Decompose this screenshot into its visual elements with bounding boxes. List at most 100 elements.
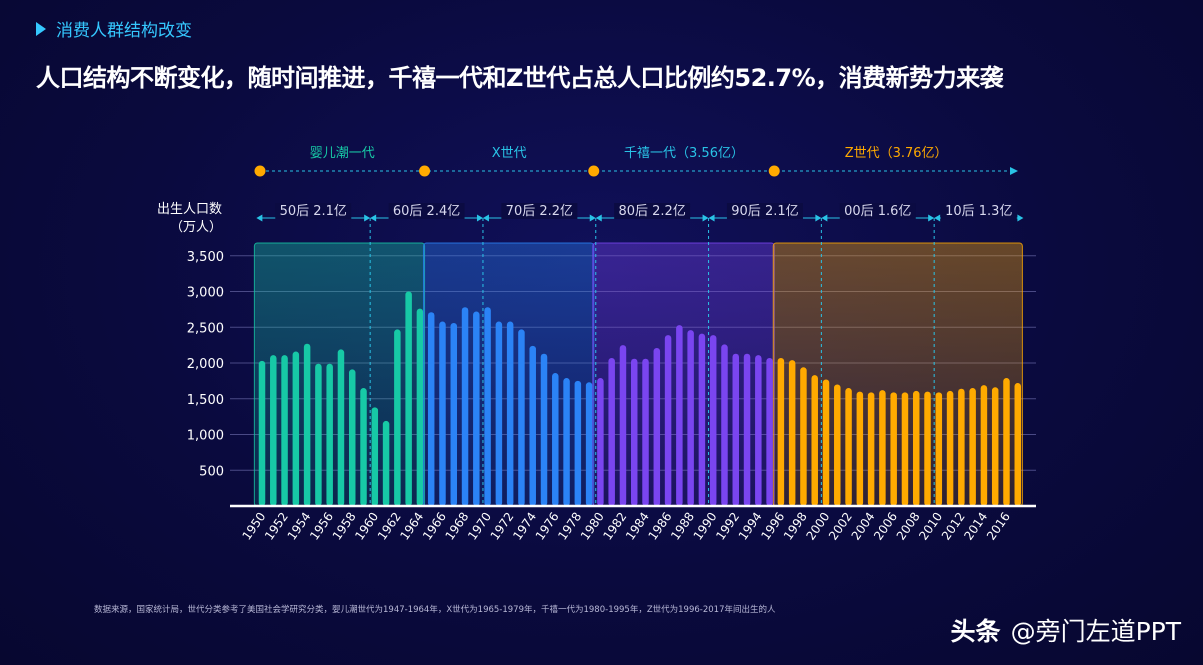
x-tick-label: 2012 <box>939 510 968 543</box>
bar-2017 <box>1014 383 1022 506</box>
bar-1990 <box>709 335 717 506</box>
bar-1977 <box>563 378 570 506</box>
y-tick-label: 1,500 <box>187 393 224 408</box>
bar-2012 <box>958 388 965 506</box>
bar-1964 <box>416 308 424 506</box>
bar-1976 <box>552 373 559 506</box>
bar-1969 <box>473 311 480 506</box>
decade-arrow-head-right <box>702 214 709 222</box>
x-tick-label: 1964 <box>397 510 426 543</box>
bar-2004 <box>867 392 875 506</box>
x-tick-label: 1990 <box>691 510 720 543</box>
bar-1954 <box>303 343 311 506</box>
bar-1953 <box>292 351 300 506</box>
generation-label: 千禧一代（3.56亿） <box>624 146 744 161</box>
decade-arrow-head-right <box>928 214 935 222</box>
x-tick-label: 1998 <box>781 510 810 543</box>
decade-arrow-head-left <box>708 214 715 222</box>
bar-1988 <box>687 330 694 506</box>
x-tick-label: 2016 <box>984 510 1013 543</box>
x-tick-label: 2002 <box>826 510 855 543</box>
bar-1999 <box>811 375 818 506</box>
bar-2003 <box>856 391 864 506</box>
watermark: 头条 @旁门左道PPT <box>951 612 1181 648</box>
decade-arrow-head-right <box>364 214 371 222</box>
decade-label-bg <box>839 203 916 219</box>
bar-1984 <box>642 358 649 506</box>
x-tick-label: 2004 <box>849 510 878 543</box>
x-tick-label: 1982 <box>600 510 629 543</box>
bar-1965 <box>427 312 435 506</box>
x-tick-label: 1994 <box>736 510 765 543</box>
bar-1996 <box>777 357 785 506</box>
x-tick-label: 1956 <box>307 510 336 543</box>
bar-1961 <box>382 420 390 506</box>
bar-1958 <box>348 369 356 506</box>
timeline-dot <box>254 165 266 177</box>
bar-1981 <box>608 357 615 506</box>
bar-1970 <box>484 307 491 506</box>
bar-1978 <box>574 380 582 506</box>
decade-label-bg <box>726 203 803 219</box>
bar-1983 <box>630 358 638 506</box>
bar-2016 <box>1003 378 1010 506</box>
bar-1957 <box>337 349 345 506</box>
bar-2009 <box>924 391 931 506</box>
x-tick-label: 2006 <box>871 510 900 543</box>
bar-1989 <box>698 333 706 506</box>
bar-1972 <box>506 321 514 506</box>
timeline-dot <box>419 165 431 177</box>
decade-arrow-head-left <box>595 214 602 222</box>
x-tick-label: 1968 <box>443 510 472 543</box>
bar-1955 <box>315 363 322 506</box>
bar-1967 <box>450 322 458 506</box>
decade-arrow-head-right <box>815 214 822 222</box>
bar-1975 <box>540 353 548 506</box>
generation-label: 婴儿潮一代 <box>310 146 375 161</box>
section-title: 消费人群结构改变 <box>56 21 192 41</box>
x-tick-label: 1972 <box>488 510 517 543</box>
x-tick-label: 1984 <box>623 510 652 543</box>
bar-1971 <box>495 321 503 506</box>
x-tick-label: 1992 <box>713 510 742 543</box>
decade-label: 00后 1.6亿 <box>844 204 911 219</box>
bar-2007 <box>901 392 909 506</box>
x-tick-label: 1970 <box>465 510 494 543</box>
decade-label: 10后 1.3亿 <box>945 204 1012 219</box>
decade-label-bg <box>501 203 578 219</box>
decade-arrow-head-right <box>589 214 596 222</box>
decade-label-bg <box>275 203 352 219</box>
bar-1952 <box>281 355 288 506</box>
bar-1956 <box>326 363 333 506</box>
x-tick-label: 1958 <box>330 510 359 543</box>
bar-2013 <box>969 388 976 506</box>
bar-1995 <box>766 357 773 506</box>
bar-1951 <box>270 355 277 506</box>
bar-1966 <box>439 321 446 506</box>
x-tick-label: 2000 <box>803 510 832 543</box>
decade-arrow-head-left <box>482 214 489 222</box>
timeline-arrow-head <box>1010 167 1018 175</box>
decade-label-bg <box>940 203 1017 219</box>
bar-1960 <box>371 407 379 506</box>
bar-2000 <box>822 379 830 506</box>
bar-1980 <box>597 378 604 506</box>
bar-1993 <box>743 353 751 506</box>
x-tick-label: 1960 <box>352 510 381 543</box>
bar-1998 <box>800 367 807 506</box>
bar-1985 <box>653 347 661 506</box>
bar-2002 <box>845 388 852 506</box>
y-axis-unit: （万人） <box>170 220 222 235</box>
headline: 人口结构不断变化，随时间推进，千禧一代和Z世代占总人口比例约52.7%，消费新势… <box>36 64 1004 92</box>
bar-1950 <box>258 360 266 506</box>
x-tick-label: 1966 <box>420 510 449 543</box>
bar-1959 <box>360 388 367 506</box>
generation-label: X世代 <box>492 146 527 161</box>
x-tick-label: 1974 <box>510 510 539 543</box>
timeline-dot <box>768 165 780 177</box>
play-triangle-icon <box>36 21 46 36</box>
bar-2010 <box>935 392 943 506</box>
decade-label-bg <box>388 203 465 219</box>
bar-1986 <box>664 335 672 506</box>
